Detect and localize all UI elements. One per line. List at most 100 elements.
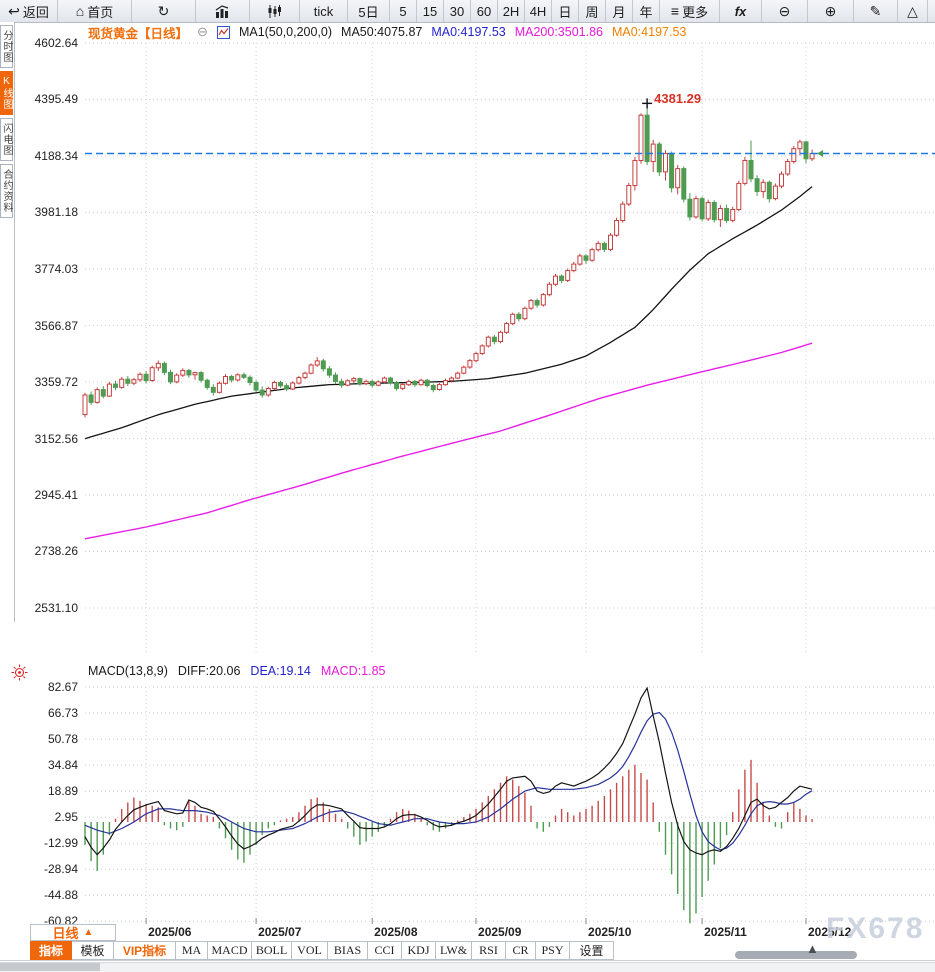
tab-VIP指标[interactable]: VIP指标: [114, 941, 176, 960]
ma0-blue-value: MA0:4197.53: [431, 25, 506, 39]
peak-price-annotation: 4381.29: [654, 91, 702, 107]
tab-BOLL[interactable]: BOLL: [252, 941, 292, 960]
toolbar-item-zoom-out[interactable]: ⊖: [762, 0, 808, 22]
collapse-icon[interactable]: ⊖: [197, 24, 208, 39]
tab-VOL[interactable]: VOL: [292, 941, 328, 960]
toolbar-item-label: 日: [558, 4, 572, 20]
rail-tab-2[interactable]: K线图: [0, 71, 13, 115]
symbol-period: 【日线】: [138, 26, 189, 41]
ma200-value: MA200:3501.86: [514, 25, 603, 39]
toolbar-item-home[interactable]: ⌂ 首页: [58, 0, 132, 22]
toolbar-item-candle-chart[interactable]: [250, 0, 300, 22]
toolbar-item-fx[interactable]: fx: [720, 0, 762, 22]
toolbar-item-label: 15: [422, 3, 438, 19]
toolbar-item-back[interactable]: ↩ 返回: [0, 0, 58, 22]
tab-MACD[interactable]: MACD: [208, 941, 252, 960]
peak-cross-marker: [642, 98, 653, 109]
toolbar-item-period-day[interactable]: 日: [552, 0, 579, 22]
bar-chart-icon: [215, 4, 229, 18]
timeframe-selector[interactable]: 日线 ▲: [30, 924, 116, 941]
refresh-icon: ↻: [157, 3, 170, 19]
tab-CR[interactable]: CR: [506, 941, 536, 960]
tab-LW&[interactable]: LW&: [436, 941, 472, 960]
zoom-in-icon: ⊕: [824, 3, 837, 19]
rail-tab-4[interactable]: 合约资料: [0, 164, 13, 218]
tab-MA[interactable]: MA: [176, 941, 208, 960]
toolbar-item-period-15[interactable]: 15: [417, 0, 444, 22]
toolbar-item-tick[interactable]: tick: [300, 0, 348, 22]
tab-模板[interactable]: 模板: [72, 941, 114, 960]
triangle-icon: △: [907, 3, 918, 19]
toolbar-item-period-year[interactable]: 年: [633, 0, 660, 22]
toolbar-item-label: 月: [612, 4, 626, 20]
macd-params: MACD(13,8,9): [88, 663, 168, 678]
toolbar-item-label: 年: [639, 4, 653, 20]
toolbar-item-label: 5日: [358, 4, 379, 20]
x-axis-label: 2025/10: [588, 925, 632, 939]
mini-chart-icon[interactable]: [216, 25, 230, 39]
macd-y-axis-tick: -12.99: [43, 836, 78, 851]
y-axis-tick: 3359.72: [34, 374, 78, 389]
toolbar-item-refresh[interactable]: ↻: [132, 0, 196, 22]
toolbar-item-label: 更多: [682, 4, 709, 20]
macd-y-axis-tick: 34.84: [47, 758, 78, 773]
toolbar-item-draw[interactable]: ✎: [854, 0, 898, 22]
rail-tab-1[interactable]: 分时图: [0, 25, 13, 68]
toolbar-item-label: 2H: [502, 3, 520, 19]
toolbar-item-period-2h[interactable]: 2H: [498, 0, 525, 22]
toolbar-item-more[interactable]: ≡ 更多: [660, 0, 720, 22]
toolbar-item-label: 4H: [529, 3, 547, 19]
toolbar-item-label: 返回: [22, 4, 49, 20]
y-axis-tick: 3774.03: [34, 261, 78, 276]
symbol-title: 现货黄金【日线】: [88, 23, 188, 42]
toolbar-item-bar-chart[interactable]: [196, 0, 250, 22]
toolbar-item-label: tick: [313, 3, 334, 19]
ma-settings: MA1(50,0,200,0): [238, 25, 333, 39]
macd-header: MACD(13,8,9) DIFF:20.06 DEA:19.14 MACD:1…: [88, 663, 386, 678]
horizontal-scrollbar-thumb[interactable]: [735, 951, 857, 959]
toolbar-item-period-month[interactable]: 月: [606, 0, 633, 22]
x-axis-label: 2025/06: [148, 925, 192, 939]
macd-y-axis-tick: 18.89: [47, 784, 78, 799]
tab-指标[interactable]: 指标: [30, 941, 72, 960]
ma0-orange-value: MA0:4197.53: [611, 25, 687, 39]
toolbar-item-period-4h[interactable]: 4H: [525, 0, 552, 22]
toolbar-item-zoom-in[interactable]: ⊕: [808, 0, 854, 22]
bottom-scrollbar-track[interactable]: [0, 962, 935, 972]
toolbar-item-label: 30: [449, 3, 465, 19]
macd-histogram: [84, 759, 813, 924]
macd-y-axis-tick: 2.95: [54, 810, 78, 825]
toolbar-item-label: 5: [399, 3, 407, 19]
toolbar-item-label: 周: [585, 4, 599, 20]
symbol-name: 现货黄金: [88, 26, 139, 41]
timeframe-arrow-icon: ▲: [83, 927, 94, 938]
footer-divider: [0, 960, 935, 961]
x-axis-label: 2025/11: [704, 925, 747, 939]
toolbar-item-period-5d[interactable]: 5日: [348, 0, 390, 22]
toolbar-item-period-5[interactable]: 5: [390, 0, 417, 22]
tab-BIAS[interactable]: BIAS: [328, 941, 368, 960]
rail-tab-3[interactable]: 闪电图: [0, 118, 13, 161]
tab-KDJ[interactable]: KDJ: [402, 941, 436, 960]
tab-设置[interactable]: 设置: [570, 941, 614, 960]
panel-expand-arrow-icon[interactable]: ▲: [806, 941, 819, 956]
macd-y-axis-tick: -44.88: [43, 888, 78, 903]
bottom-scrollbar-thumb[interactable]: [0, 963, 100, 971]
back-arrow-icon: ↩: [8, 3, 20, 19]
toolbar-item-period-60[interactable]: 60: [471, 0, 498, 22]
macd-y-axis-tick: 66.73: [47, 706, 78, 721]
toolbar-item-period-30[interactable]: 30: [444, 0, 471, 22]
toolbar-item-label: 首页: [87, 4, 114, 20]
toolbar-item-period-week[interactable]: 周: [579, 0, 606, 22]
tab-RSI[interactable]: RSI: [472, 941, 506, 960]
toolbar-item-label: fx: [734, 3, 747, 19]
tab-CCI[interactable]: CCI: [368, 941, 402, 960]
toolbar-item-shapes[interactable]: △: [898, 0, 928, 22]
tab-PSY[interactable]: PSY: [536, 941, 570, 960]
ma200-line: [84, 342, 813, 540]
macd-y-axis-tick: -28.94: [43, 862, 78, 877]
x-axis-label: 2025/08: [374, 925, 418, 939]
indicator-settings-icon[interactable]: [11, 664, 28, 681]
x-axis-label: 2025/09: [478, 925, 522, 939]
